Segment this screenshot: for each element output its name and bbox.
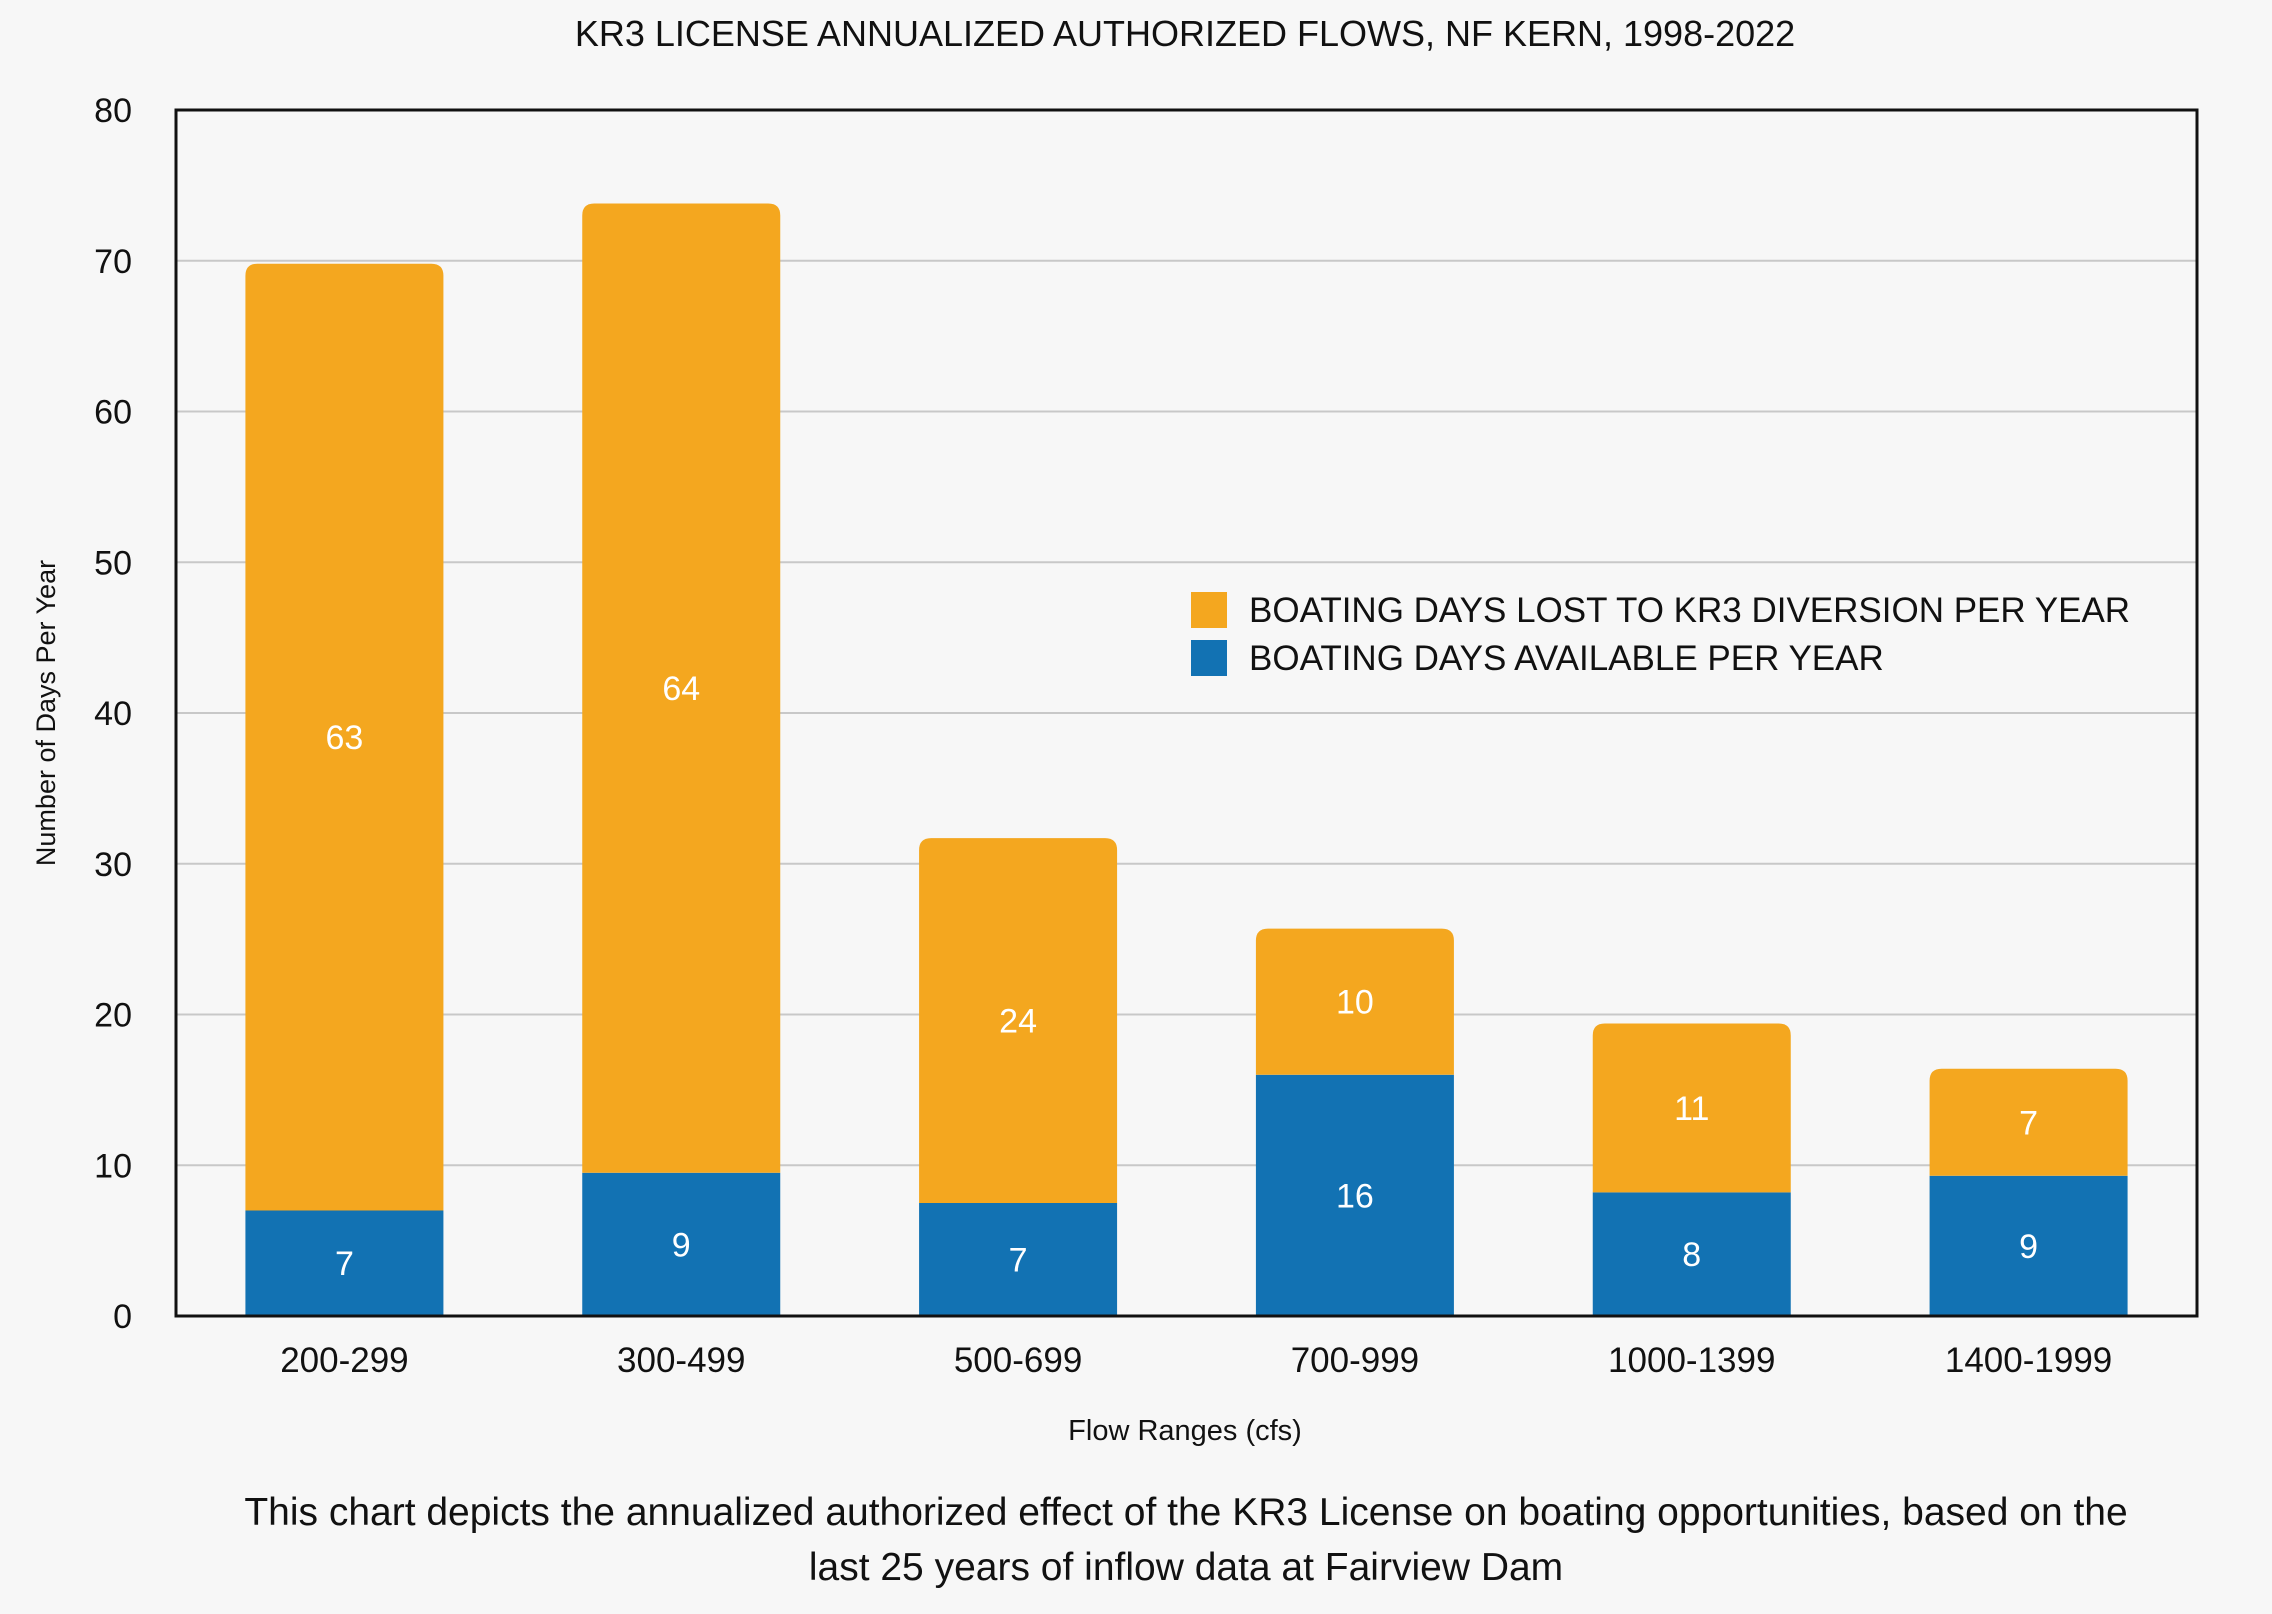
bar-segment-lost xyxy=(1592,1023,1791,1193)
legend-swatch xyxy=(1191,592,1227,628)
data-label-available: 9 xyxy=(2019,1228,2038,1266)
legend-label: BOATING DAYS LOST TO KR3 DIVERSION PER Y… xyxy=(1249,591,2130,630)
data-label-available: 8 xyxy=(1682,1236,1701,1274)
x-tick-label: 700-999 xyxy=(1291,1341,1419,1380)
legend-swatch xyxy=(1191,640,1227,676)
chart-caption: This chart depicts the annualized author… xyxy=(140,1485,2232,1595)
data-label-lost: 63 xyxy=(326,719,364,757)
bar-segment-lost xyxy=(245,263,444,1211)
data-label-available: 7 xyxy=(335,1245,354,1283)
stacked-bar-chart: KR3 LICENSE ANNUALIZED AUTHORIZED FLOWS,… xyxy=(31,13,2199,1447)
x-tick-label: 500-699 xyxy=(954,1341,1082,1380)
data-label-available: 16 xyxy=(1336,1177,1374,1215)
y-axis-label: Number of Days Per Year xyxy=(31,560,61,866)
data-label-available: 9 xyxy=(672,1226,691,1264)
y-tick-label: 30 xyxy=(94,846,132,884)
bar-segment-available xyxy=(582,1172,781,1316)
caption-line-1: This chart depicts the annualized author… xyxy=(244,1491,2128,1534)
chart-title: KR3 LICENSE ANNUALIZED AUTHORIZED FLOWS,… xyxy=(575,13,1795,54)
data-label-lost: 64 xyxy=(662,670,700,708)
x-tick-label: 1400-1999 xyxy=(1945,1341,2112,1380)
y-tick-label: 80 xyxy=(94,92,132,130)
y-tick-label: 60 xyxy=(94,394,132,432)
data-label-lost: 7 xyxy=(2019,1104,2038,1142)
y-tick-label: 10 xyxy=(94,1147,132,1185)
bar-segment-lost xyxy=(1929,1068,2128,1176)
x-tick-label: 1000-1399 xyxy=(1608,1341,1775,1380)
bar-segment-lost xyxy=(1255,928,1454,1075)
bar-segment-available xyxy=(1255,1074,1454,1316)
data-label-lost: 24 xyxy=(999,1003,1037,1041)
bar-segment-available xyxy=(919,1202,1118,1316)
bar-segment-lost xyxy=(582,203,781,1173)
y-tick-label: 20 xyxy=(94,997,132,1035)
y-tick-label: 40 xyxy=(94,695,132,733)
x-axis-label: Flow Ranges (cfs) xyxy=(1068,1415,1302,1447)
data-label-lost: 11 xyxy=(1674,1090,1709,1128)
bar-segment-lost xyxy=(919,838,1118,1203)
y-tick-label: 70 xyxy=(94,243,132,281)
y-tick-label: 50 xyxy=(94,544,132,582)
bar-segment-available xyxy=(1929,1175,2128,1316)
bar-segment-available xyxy=(1592,1192,1791,1316)
y-tick-label: 0 xyxy=(113,1298,132,1336)
x-tick-label: 200-299 xyxy=(280,1341,408,1380)
x-tick-label: 300-499 xyxy=(617,1341,745,1380)
caption-line-2: last 25 years of inflow data at Fairview… xyxy=(808,1546,1564,1589)
data-label-available: 7 xyxy=(1009,1241,1028,1279)
legend-label: BOATING DAYS AVAILABLE PER YEAR xyxy=(1249,639,1884,678)
bar-segment-available xyxy=(245,1210,444,1316)
plot-frame xyxy=(174,108,2199,1318)
data-label-lost: 10 xyxy=(1336,984,1374,1022)
